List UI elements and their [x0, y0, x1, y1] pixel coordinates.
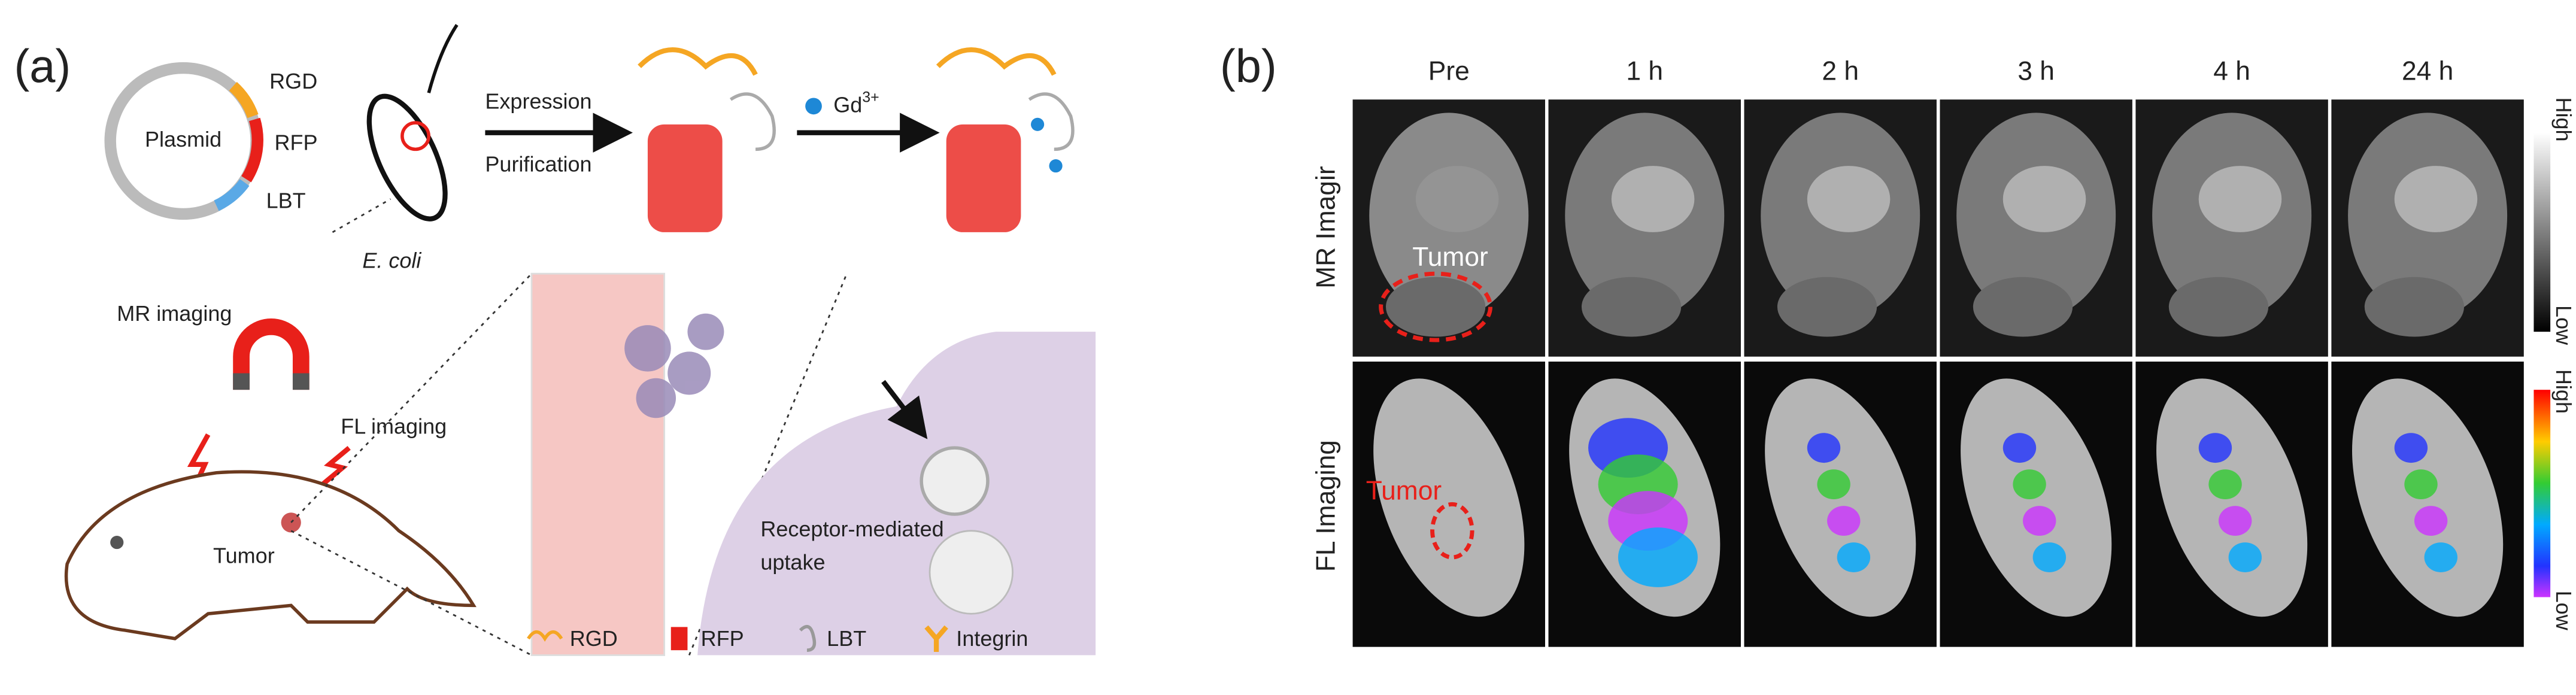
fl-signal: [2002, 433, 2037, 463]
step-label: Purification: [485, 152, 591, 177]
mr-tumor: [1973, 277, 2073, 337]
cell-organelle: [929, 530, 1014, 615]
tumor-label: Tumor: [1412, 242, 1488, 272]
cell: [697, 332, 1096, 655]
gd-label: Gd3+: [833, 89, 879, 117]
arrow: [881, 380, 928, 439]
mr-tumor: [1385, 277, 1486, 337]
step-label: Expression: [485, 89, 591, 113]
fl-signal: [1817, 469, 1850, 500]
row-label: MR Imagir: [1312, 166, 1341, 289]
fl-signal: [2198, 433, 2232, 463]
panel-a: (a) Plasmid RGD RFP LBT E. coli Expressi…: [14, 24, 1096, 656]
mr-detail: [2394, 166, 2478, 232]
mr-detail: [2002, 166, 2086, 232]
host-label: E. coli: [362, 248, 421, 272]
fl-signal: [2228, 542, 2262, 572]
fl-signal: [1837, 542, 1871, 572]
fl-colorbar: [2533, 390, 2551, 597]
column-header: 4 h: [2213, 57, 2250, 86]
lbt-segment: [214, 178, 250, 211]
panel-label: (b): [1220, 41, 1277, 92]
plasmid-label: Plasmid: [145, 127, 222, 151]
mr-colorbar: [2533, 132, 2551, 332]
scale-label: High: [2551, 369, 2576, 414]
mr-detail: [1415, 166, 1499, 232]
flagellum: [427, 24, 459, 93]
column-header: Pre: [1428, 57, 1470, 86]
tumor-label: Tumor: [213, 544, 275, 568]
fl-signal: [2032, 542, 2067, 572]
gd-symbol: Gd: [833, 92, 862, 117]
legend-icon: [527, 630, 563, 642]
bolt: [321, 445, 351, 487]
legend-icon: [799, 624, 817, 652]
zoom-line: [290, 530, 532, 656]
zoom-line: [332, 198, 392, 233]
fl-signal: [2394, 433, 2428, 463]
mr-label: MR imaging: [117, 301, 232, 326]
fl-signal: [2218, 506, 2252, 536]
part-label: RGD: [269, 69, 317, 93]
fl-signal: [2424, 542, 2457, 572]
fl-mouse: [1373, 378, 1525, 617]
gd-ion: [805, 98, 822, 115]
mr-tumor: [2364, 277, 2465, 337]
zoom-line: [290, 273, 532, 523]
scale-label: High: [2551, 97, 2576, 141]
fl-signal: [2208, 469, 2242, 500]
plasmid-icon: [400, 121, 430, 151]
column-header: 24 h: [2402, 57, 2453, 86]
uptake-label: uptake: [760, 550, 825, 575]
column-header: 2 h: [1822, 57, 1859, 86]
fl-signal: [2013, 469, 2046, 500]
nanoparticles: [624, 313, 724, 418]
fl-signal: [1827, 506, 1861, 536]
panel-b: (b) MR Imagir FL Imaging High Low High L…: [1220, 41, 2576, 647]
mr-tumor: [1777, 277, 1877, 337]
fl-signal: [2414, 506, 2448, 536]
magnet: [233, 318, 310, 390]
rgd-segment: [229, 81, 259, 119]
mr-tumor: [2168, 277, 2269, 337]
fl-signal: [2404, 469, 2438, 500]
mouse: [64, 470, 477, 641]
legend-label: LBT: [827, 626, 866, 651]
fl-signal: [2023, 506, 2056, 536]
mouse-eye: [110, 535, 124, 550]
column-header: 3 h: [2017, 57, 2055, 86]
mr-detail: [1611, 166, 1695, 232]
protein: [638, 47, 776, 232]
scale-label: Low: [2551, 305, 2576, 345]
column-header: 1 h: [1626, 57, 1663, 86]
fl-signal: [1807, 433, 1841, 463]
legend-label: RGD: [570, 626, 618, 651]
part-label: RFP: [274, 130, 317, 155]
legend-icon: [924, 625, 948, 652]
legend-icon: [670, 627, 688, 651]
part-label: LBT: [266, 189, 306, 213]
mr-tumor: [1581, 277, 1682, 337]
legend-label: Integrin: [956, 626, 1028, 651]
e-coli-cell: [366, 93, 448, 221]
legend-label: RFP: [701, 626, 744, 651]
row-label: FL Imaging: [1312, 440, 1341, 572]
gd-charge: 3+: [862, 89, 879, 105]
uptake-label: Receptor-mediated: [760, 517, 943, 541]
mr-detail: [2198, 166, 2282, 232]
fl-signal: [1618, 527, 1698, 587]
endosome: [920, 446, 990, 516]
protein-gd: [936, 47, 1075, 232]
rfp-segment: [241, 117, 263, 183]
magnet-poles: [233, 373, 310, 390]
fl-label: FL imaging: [341, 414, 447, 438]
tumor-label: Tumor: [1366, 477, 1442, 506]
tumor-outline: [1430, 502, 1474, 560]
panel-label: (a): [14, 41, 71, 92]
mr-detail: [1807, 166, 1891, 232]
scale-label: Low: [2551, 591, 2576, 631]
